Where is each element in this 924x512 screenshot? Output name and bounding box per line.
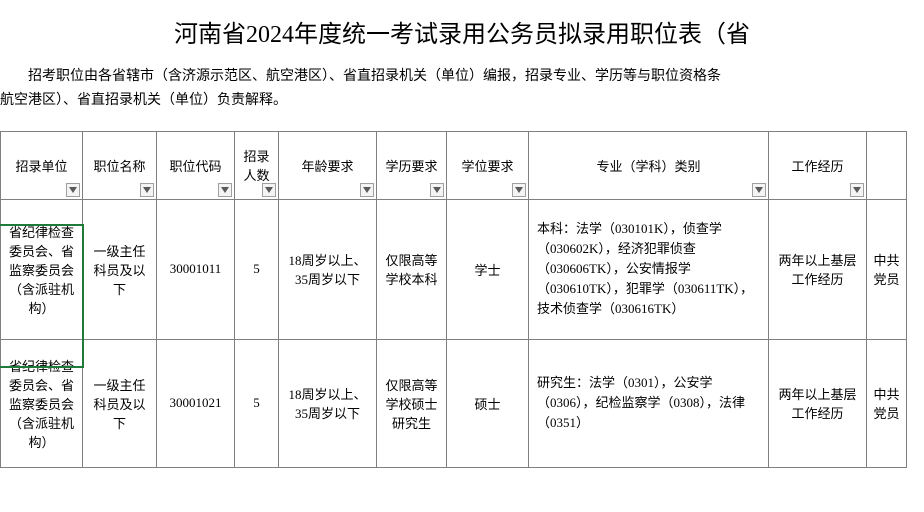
filter-icon[interactable]	[140, 183, 154, 197]
filter-icon[interactable]	[66, 183, 80, 197]
col-degree-label: 学位要求	[453, 156, 522, 175]
col-edu-label: 学历要求	[383, 156, 440, 175]
filter-icon[interactable]	[430, 183, 444, 197]
header-row: 招录单位 职位名称 职位代码 招录人数 年龄要求 学历要求	[1, 131, 907, 199]
col-poscode: 职位代码	[157, 131, 235, 199]
cell-edu: 仅限高等学校硕士研究生	[377, 339, 447, 467]
filter-icon[interactable]	[262, 183, 276, 197]
cell-poscode: 30001021	[157, 339, 235, 467]
col-unit: 招录单位	[1, 131, 83, 199]
col-unit-label: 招录单位	[7, 156, 76, 175]
col-edu: 学历要求	[377, 131, 447, 199]
cell-unit: 省纪律检查委员会、省监察委员会（含派驻机构）	[1, 199, 83, 339]
col-poscode-label: 职位代码	[163, 156, 228, 175]
cell-age: 18周岁以上、35周岁以下	[279, 339, 377, 467]
cell-degree: 学士	[447, 199, 529, 339]
cell-degree: 硕士	[447, 339, 529, 467]
filter-icon[interactable]	[850, 183, 864, 197]
cell-work: 两年以上基层工作经历	[769, 339, 867, 467]
col-major: 专业（学科）类别	[529, 131, 769, 199]
filter-icon[interactable]	[218, 183, 232, 197]
col-work-label: 工作经历	[775, 156, 860, 175]
cell-extra: 中共党员	[867, 199, 907, 339]
col-count: 招录人数	[235, 131, 279, 199]
positions-table: 招录单位 职位名称 职位代码 招录人数 年龄要求 学历要求	[0, 131, 907, 468]
cell-count: 5	[235, 339, 279, 467]
col-age-label: 年龄要求	[285, 156, 370, 175]
filter-icon[interactable]	[360, 183, 374, 197]
filter-icon[interactable]	[752, 183, 766, 197]
col-age: 年龄要求	[279, 131, 377, 199]
table-row: 省纪律检查委员会、省监察委员会（含派驻机构） 一级主任科员及以下 3000101…	[1, 199, 907, 339]
cell-major: 研究生：法学（0301），公安学（0306），纪检监察学（0308），法律（03…	[529, 339, 769, 467]
col-posname-label: 职位名称	[89, 156, 150, 175]
instruction-text: 招考职位由各省辖市（含济源示范区、航空港区）、省直招录机关（单位）编报，招录专业…	[0, 59, 924, 131]
instruction-line2: 区、航空港区）、省直招录机关（单位）负责解释。	[0, 89, 924, 113]
cell-posname: 一级主任科员及以下	[83, 339, 157, 467]
col-count-label: 招录人数	[241, 146, 272, 184]
cell-count: 5	[235, 199, 279, 339]
col-work: 工作经历	[769, 131, 867, 199]
cell-posname: 一级主任科员及以下	[83, 199, 157, 339]
cell-extra: 中共党员	[867, 339, 907, 467]
col-major-label: 专业（学科）类别	[535, 156, 762, 175]
instruction-line1: 招考职位由各省辖市（含济源示范区、航空港区）、省直招录机关（单位）编报，招录专业…	[0, 65, 924, 89]
cell-major: 本科：法学（030101K），侦查学（030602K），经济犯罪侦查（03060…	[529, 199, 769, 339]
cell-work: 两年以上基层工作经历	[769, 199, 867, 339]
table-row: 省纪律检查委员会、省监察委员会（含派驻机构） 一级主任科员及以下 3000102…	[1, 339, 907, 467]
col-posname: 职位名称	[83, 131, 157, 199]
page-title: 河南省2024年度统一考试录用公务员拟录用职位表（省	[0, 0, 924, 59]
col-extra	[867, 131, 907, 199]
col-degree: 学位要求	[447, 131, 529, 199]
cell-edu: 仅限高等学校本科	[377, 199, 447, 339]
cell-age: 18周岁以上、35周岁以下	[279, 199, 377, 339]
cell-poscode: 30001011	[157, 199, 235, 339]
filter-icon[interactable]	[512, 183, 526, 197]
cell-unit: 省纪律检查委员会、省监察委员会（含派驻机构）	[1, 339, 83, 467]
